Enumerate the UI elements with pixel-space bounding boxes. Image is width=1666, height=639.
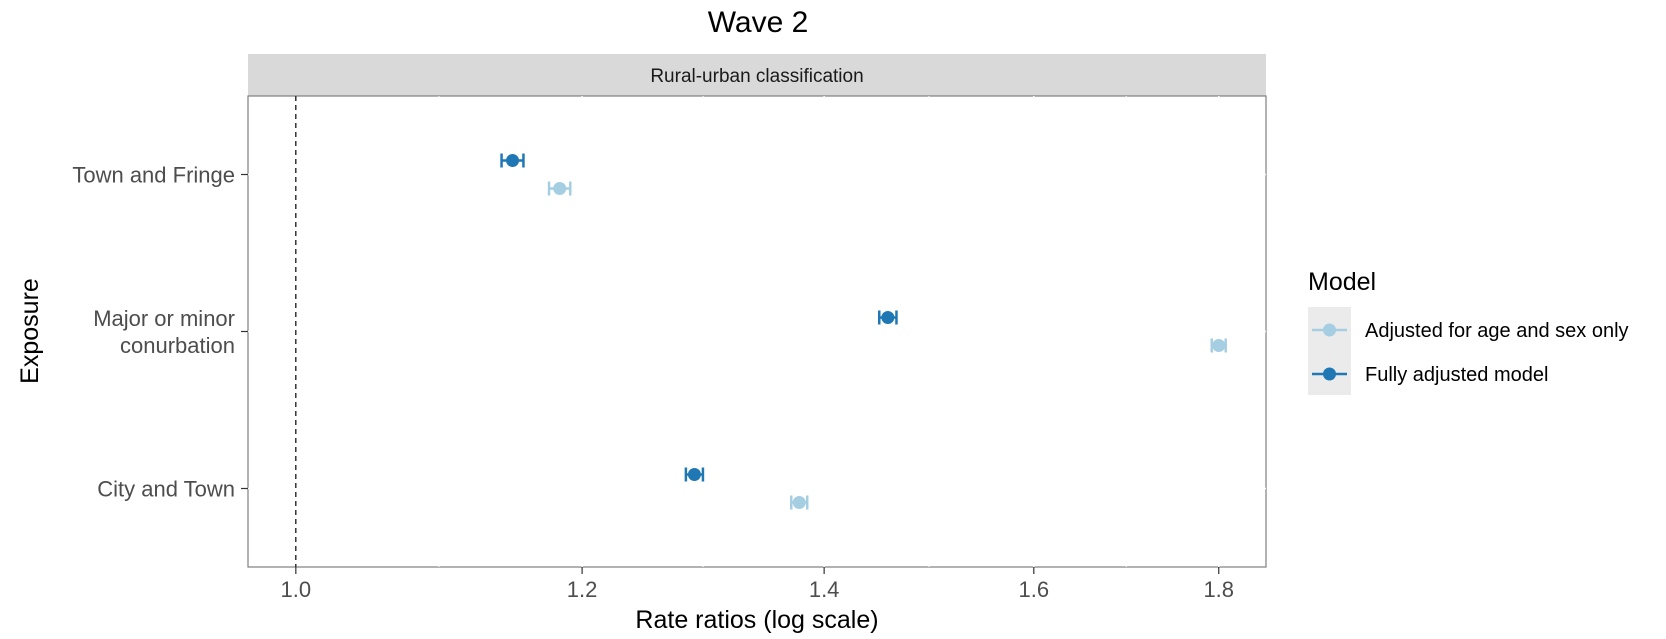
y-tick-label: Major or minor (93, 306, 235, 331)
y-tick-label: City and Town (97, 477, 235, 502)
x-axis-title: Rate ratios (log scale) (635, 606, 878, 634)
x-tick-label: 1.4 (809, 577, 840, 602)
legend-key-point (1323, 323, 1336, 337)
legend-key-background (1308, 307, 1351, 395)
x-tick-label: 1.8 (1203, 577, 1234, 602)
legend-key-point (1323, 367, 1336, 381)
chart-marks (500, 153, 1227, 510)
legend-items: Adjusted for age and sex only Fully adjus… (1312, 320, 1629, 386)
legend: Model Adjusted for age and sex only Fully… (1308, 268, 1629, 395)
x-tick-label: 1.6 (1019, 577, 1050, 602)
facet-strip (248, 54, 1266, 96)
data-point (1212, 339, 1226, 352)
y-axis-title: Exposure (16, 278, 44, 384)
data-point (792, 496, 806, 509)
data-point (881, 311, 895, 324)
legend-label: Adjusted for age and sex only (1365, 320, 1629, 342)
y-tick-label: conurbation (120, 333, 235, 358)
data-point (553, 182, 567, 195)
x-tick-label: 1.2 (567, 577, 598, 602)
legend-title: Model (1308, 268, 1376, 296)
facet-label: Rural-urban classification (650, 66, 863, 87)
y-tick-label: Town and Fringe (72, 163, 235, 188)
gridlines (248, 96, 1266, 567)
x-axis: 1.0 1.2 1.4 1.6 1.8 (281, 567, 1234, 602)
legend-label: Fully adjusted model (1365, 364, 1548, 386)
data-point (687, 468, 701, 481)
chart-title: Wave 2 (708, 6, 809, 39)
x-tick-label: 1.0 (281, 577, 312, 602)
y-axis: Town and Fringe Major or minorconurbation… (72, 163, 248, 502)
data-point (506, 154, 520, 167)
